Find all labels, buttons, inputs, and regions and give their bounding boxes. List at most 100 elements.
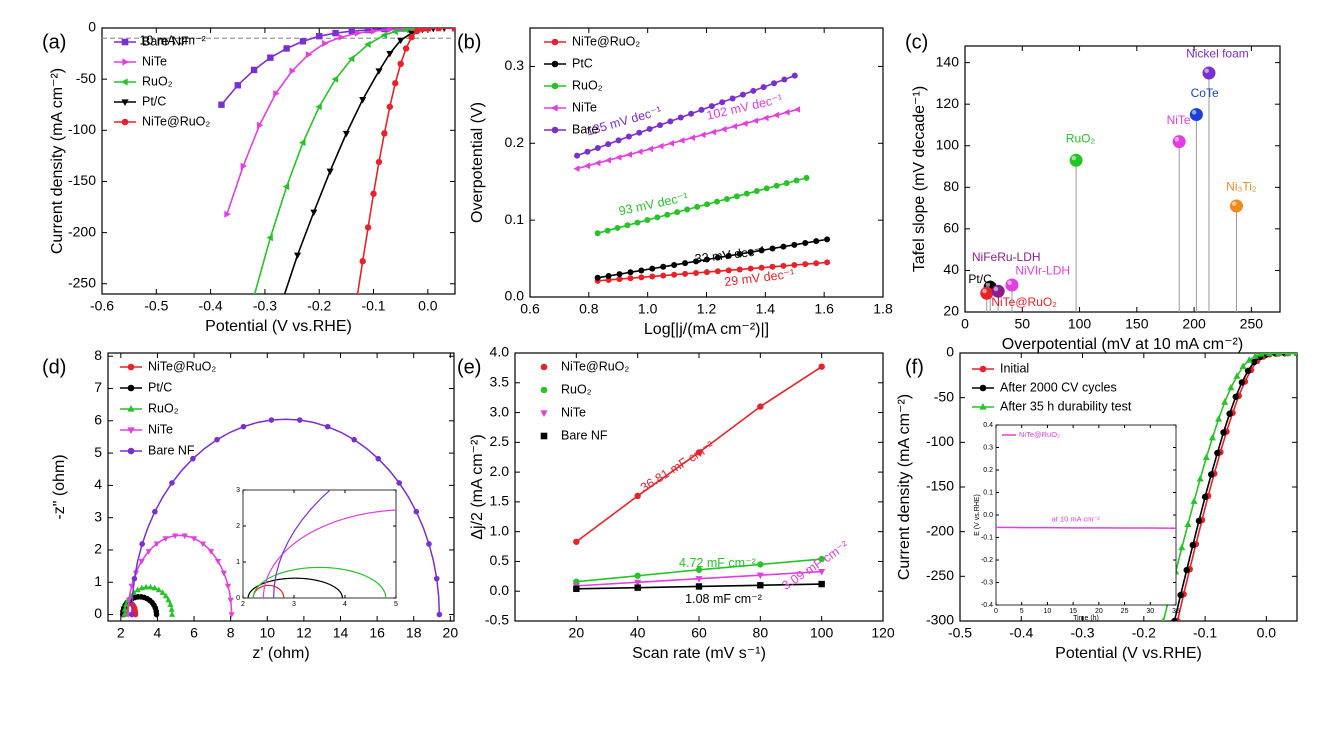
panel-f: -0.5 -0.4 -0.3 -0.2 -0.1 0.0 0 -50 -100 -150 -200 -… (896, 344, 1298, 662)
y-axis-label: -z" (ohm) (51, 454, 68, 519)
data-point (695, 449, 703, 456)
inset-background (996, 425, 1176, 605)
series-line-4 (576, 108, 798, 170)
x-tick-label: 25 (1121, 608, 1129, 615)
annotation: 10 mA cm⁻² (139, 34, 205, 48)
data-point (282, 183, 290, 191)
data-point (1214, 449, 1221, 457)
inset-plot: 2 3 4 5 0 1 2 3 (236, 487, 398, 608)
data-point (703, 269, 710, 276)
data-point (370, 190, 377, 197)
panel-label: (e) (457, 356, 481, 378)
data-point (391, 28, 398, 36)
data-point (747, 265, 754, 272)
x-tick-label: 150 (1125, 316, 1149, 332)
series-line-1 (220, 28, 455, 106)
point-label: Pt/C (968, 272, 992, 286)
data-point (155, 586, 162, 593)
legend-label: After 2000 CV cycles (1000, 380, 1117, 394)
x-tick-label: 12 (296, 625, 312, 641)
legend-marker (121, 99, 129, 106)
data-point (1184, 520, 1192, 528)
data-point (694, 203, 701, 210)
data-point (634, 492, 641, 500)
data-point (638, 267, 645, 274)
data-point (419, 28, 426, 33)
data-point (780, 262, 787, 269)
stability-curve (995, 526, 1177, 530)
legend-label: PtC (572, 56, 593, 70)
plot-frame (101, 27, 456, 295)
data-point (627, 275, 634, 282)
data-point (636, 129, 643, 136)
data-point (771, 80, 778, 87)
data-point (714, 254, 721, 261)
annotation: 4.72 mF cm⁻² (679, 556, 756, 570)
data-point (1221, 398, 1229, 405)
x-tick-label: 0.0 (418, 298, 438, 314)
data-point (573, 585, 580, 593)
x-tick-label: 8 (227, 625, 235, 641)
point-label: NiVIr-LDH (1015, 264, 1070, 278)
data-point (433, 575, 440, 582)
data-point (753, 188, 760, 195)
data-point (266, 234, 273, 242)
data-point (364, 224, 372, 231)
y-tick-label: 0.4 (983, 422, 993, 429)
data-point (397, 60, 404, 68)
legend-label: NiTe@RuO₂ (148, 359, 216, 373)
inset-annotation: at 10 mA cm⁻² (1052, 514, 1101, 523)
series-line-5 (356, 28, 455, 294)
data-point (574, 152, 581, 159)
x-tick-label: 16 (369, 625, 385, 641)
data-point (152, 508, 158, 515)
data-point (256, 121, 264, 129)
data-point (347, 55, 355, 63)
legend-marker (551, 38, 559, 46)
sphere-highlight (985, 282, 991, 288)
x-tick-label: 30 (1146, 608, 1154, 615)
data-point (214, 436, 220, 443)
plot-area (1161, 353, 1297, 621)
data-point (692, 269, 699, 276)
data-point (739, 91, 746, 98)
point-label: NiTe (1167, 113, 1191, 127)
y-tick-label: -0.5 (485, 612, 509, 628)
data-point (733, 193, 740, 200)
panel-a: -0.6 -0.5 -0.4 -0.3 -0.2 -0.1 0.0 0 -50 -100 -150 -… (42, 19, 456, 335)
data-point (451, 28, 455, 32)
x-tick-label: 3 (292, 601, 296, 608)
data-point (386, 51, 394, 58)
data-point (793, 177, 800, 184)
data-point (165, 596, 172, 603)
data-point (162, 536, 169, 542)
data-point (624, 222, 631, 229)
inset-x-label: Time (h) (1073, 615, 1099, 622)
legend-marker (121, 78, 128, 86)
x-tick-label: 18 (406, 625, 422, 641)
data-point (162, 592, 169, 599)
data-point (747, 249, 754, 256)
legend-marker (127, 384, 135, 392)
legend-marker (121, 118, 129, 126)
y-tick-label: 0.3 (505, 57, 525, 73)
data-point (348, 28, 356, 35)
data-point (656, 122, 663, 129)
y-tick-label: 0 (946, 344, 954, 360)
legend-marker (127, 427, 135, 434)
panel-c: 0 50 100 150 200 250 20 40 60 80 100 120 140 (c) Overp… (905, 31, 1281, 353)
legend-label: Pt/C (142, 94, 166, 108)
data-point (441, 28, 447, 33)
legend-label: RuO₂ (142, 74, 173, 88)
legend-marker (551, 82, 559, 90)
data-point (703, 256, 710, 263)
data-point (573, 538, 580, 545)
data-point (228, 612, 235, 618)
data-point (413, 28, 421, 35)
data-point (1293, 353, 1297, 356)
data-point (1245, 356, 1253, 363)
legend-marker (540, 432, 548, 440)
x-tick-label: 2 (117, 625, 125, 641)
y-tick-label: 3 (236, 487, 240, 494)
data-point (145, 549, 152, 555)
